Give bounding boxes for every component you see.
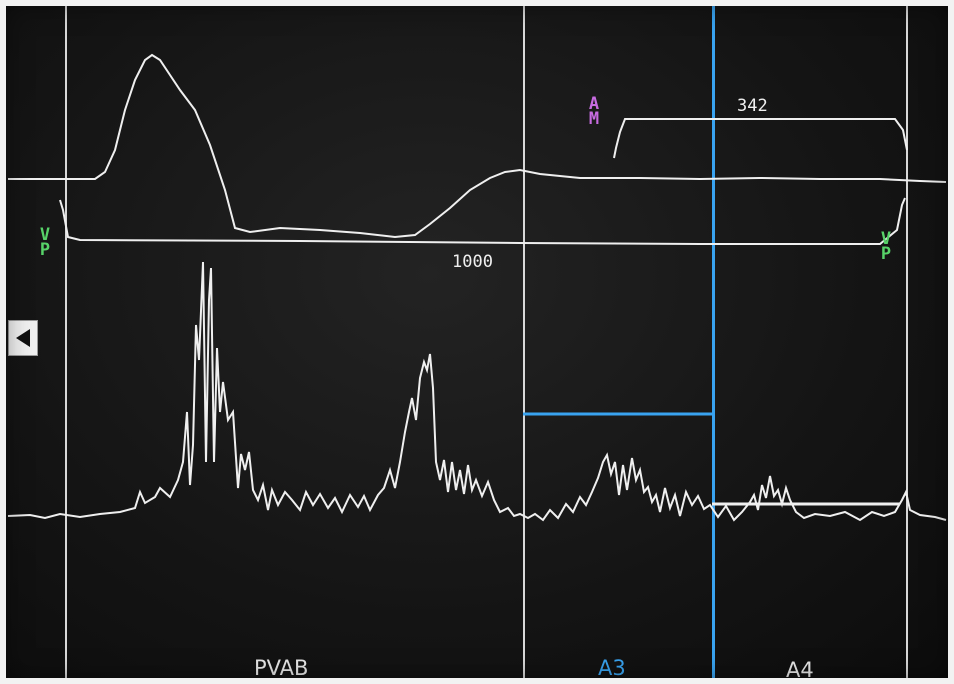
blanking-window-boundary[interactable]	[712, 0, 715, 684]
a3-label: A3	[598, 656, 626, 680]
atrial-interval-value: 342	[737, 96, 768, 116]
egm-trace	[7, 261, 947, 522]
vertical-gridline-right	[906, 0, 908, 684]
back-button[interactable]	[8, 320, 38, 356]
vp-interval-line	[59, 197, 906, 245]
ecg-trace	[8, 53, 947, 239]
am-interval-bracket	[613, 118, 908, 159]
a4-label: A4	[786, 658, 814, 682]
vertical-gridline-mid	[523, 0, 525, 684]
av-interval-value: 1000	[452, 252, 493, 272]
left-triangle-icon	[16, 329, 30, 347]
vertical-gridline-left	[65, 0, 67, 684]
pvab-label: PVAB	[254, 656, 309, 680]
